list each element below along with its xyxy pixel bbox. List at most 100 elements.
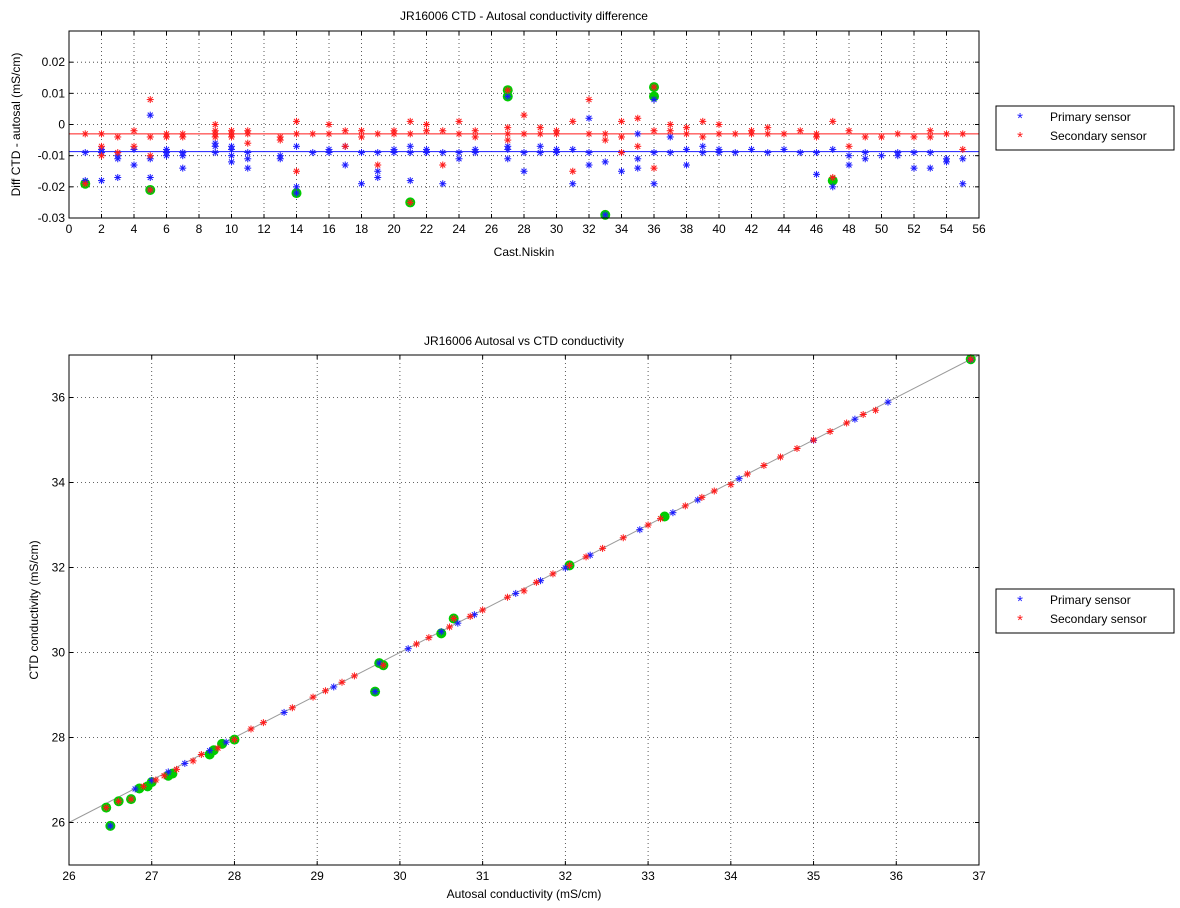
secondary-point: [358, 133, 365, 141]
primary-point: [504, 92, 512, 100]
secondary-point: [450, 615, 458, 622]
primary-point: [293, 189, 300, 197]
x-tick-label: 34: [724, 869, 738, 883]
primary-point: [694, 496, 702, 504]
secondary-point: [341, 142, 349, 150]
primary-point: [910, 149, 918, 157]
primary-point: [650, 180, 658, 188]
primary-point: [179, 164, 187, 172]
x-tick-label: 22: [420, 222, 434, 236]
secondary-point: [471, 127, 479, 135]
x-tick-label: 31: [476, 869, 490, 883]
primary-point: [669, 509, 677, 517]
primary-point: [520, 149, 528, 157]
primary-point: [845, 152, 853, 160]
primary-point: [735, 475, 743, 483]
secondary-point: [425, 634, 433, 642]
secondary-point: [710, 487, 718, 495]
secondary-point: [98, 142, 105, 150]
secondary-point: [127, 795, 135, 803]
secondary-point: [959, 130, 967, 138]
secondary-point: [813, 133, 820, 141]
difference-chart: JR16006 CTD - Autosal conductivity diffe…: [9, 9, 1175, 259]
secondary-point: [446, 623, 454, 631]
secondary-point: [634, 142, 642, 150]
primary-point: [569, 145, 577, 153]
secondary-point: [731, 130, 739, 138]
x-tick-label: 42: [745, 222, 759, 236]
secondary-point: [829, 173, 837, 181]
secondary-point: [503, 593, 511, 601]
x-tick-label: 35: [807, 869, 821, 883]
primary-point: [293, 183, 300, 191]
secondary-point: [374, 130, 382, 138]
primary-point: [309, 149, 317, 157]
secondary-point: [374, 161, 382, 169]
primary-point: [146, 173, 154, 181]
primary-point: [455, 149, 463, 157]
primary-point: [585, 161, 593, 169]
primary-point: [406, 149, 414, 157]
y-tick-label: 0.01: [42, 86, 66, 100]
legend-primary-marker: *: [1017, 110, 1023, 127]
secondary-point: [293, 167, 300, 175]
legend: * Primary sensor * Secondary sensor: [995, 588, 1175, 634]
secondary-point: [406, 130, 414, 138]
secondary-point: [114, 149, 122, 157]
primary-point: [130, 161, 138, 169]
secondary-point: [130, 127, 138, 135]
x-tick-label: 18: [355, 222, 369, 236]
primary-point: [455, 155, 463, 163]
primary-point: [244, 149, 252, 157]
y-tick-label: 28: [52, 731, 66, 745]
x-tick-label: 26: [485, 222, 499, 236]
x-tick-label: 20: [387, 222, 401, 236]
primary-point: [276, 155, 284, 163]
primary-point: [601, 158, 609, 166]
secondary-point: [569, 167, 577, 175]
primary-point: [861, 149, 869, 157]
primary-point: [293, 142, 300, 150]
x-tick-label: 24: [452, 222, 466, 236]
secondary-point: [698, 493, 706, 501]
primary-point: [358, 180, 365, 188]
secondary-point: [412, 640, 420, 648]
y-tick-label: 0: [58, 118, 65, 132]
primary-point: [699, 142, 707, 150]
primary-point: [114, 173, 122, 181]
primary-point: [553, 149, 560, 157]
secondary-point: [681, 502, 689, 510]
legend-secondary-marker: *: [1017, 129, 1023, 146]
secondary-point: [423, 121, 430, 128]
primary-point: [634, 155, 642, 163]
primary-point: [561, 564, 569, 572]
primary-point: [650, 96, 658, 104]
secondary-point: [644, 521, 652, 529]
secondary-point: [230, 736, 238, 744]
secondary-point: [959, 145, 967, 153]
secondary-point: [910, 133, 918, 141]
primary-point: [244, 155, 252, 163]
primary-point: [179, 149, 187, 157]
primary-point: [228, 142, 235, 150]
secondary-point: [601, 136, 609, 144]
secondary-point: [845, 142, 853, 150]
secondary-point: [228, 130, 235, 138]
secondary-point: [760, 462, 768, 469]
y-tick-label: 36: [52, 391, 66, 405]
secondary-point: [211, 121, 219, 128]
x-tick-label: 27: [145, 869, 159, 883]
secondary-point: [338, 678, 346, 686]
primary-point: [926, 164, 934, 172]
primary-point: [114, 155, 122, 163]
x-tick-label: 30: [393, 869, 407, 883]
secondary-point: [115, 797, 123, 805]
secondary-point: [618, 117, 625, 125]
data-points: [81, 83, 967, 219]
y-axis-label: CTD conductivity (mS/cm): [27, 540, 41, 679]
x-tick-label: 37: [972, 869, 986, 883]
secondary-point: [309, 693, 317, 701]
primary-point: [764, 149, 772, 157]
y-tick-label: 34: [52, 476, 66, 490]
